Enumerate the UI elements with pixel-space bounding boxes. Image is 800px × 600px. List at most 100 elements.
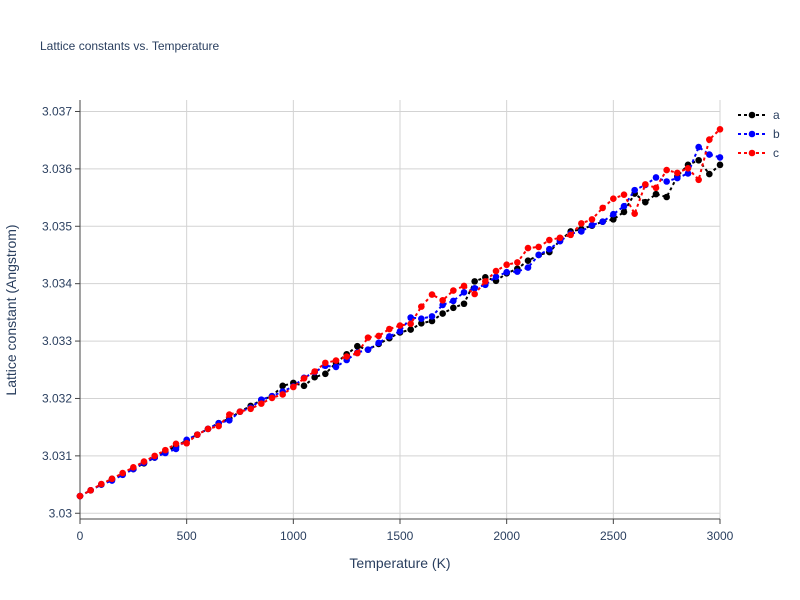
y-tick-label: 3.035 — [42, 219, 72, 233]
x-tick-label: 1500 — [387, 529, 414, 543]
data-point-a — [620, 208, 628, 216]
data-point-a — [450, 304, 457, 312]
data-point-c — [151, 452, 158, 460]
data-point-c — [108, 475, 116, 483]
data-point-c — [194, 431, 201, 438]
data-point-b — [674, 174, 681, 182]
data-point-b — [599, 218, 606, 225]
data-point-a — [439, 310, 446, 317]
data-point-c — [396, 322, 404, 329]
data-point-b — [375, 339, 382, 347]
data-point-b — [578, 228, 585, 235]
data-point-b — [418, 315, 425, 322]
data-point-c — [183, 439, 190, 447]
data-point-c — [247, 405, 254, 413]
data-point-c — [172, 440, 180, 448]
data-point-a — [471, 278, 478, 285]
data-point-b — [588, 221, 596, 229]
data-point-b — [610, 210, 617, 218]
legend[interactable]: abc — [738, 108, 780, 160]
data-point-c — [492, 267, 500, 275]
data-point-a — [716, 161, 724, 169]
data-point-c — [375, 332, 382, 340]
data-point-c — [258, 400, 265, 407]
legend-marker — [748, 111, 756, 119]
data-point-b — [386, 333, 393, 340]
data-point-c — [215, 422, 222, 430]
y-tick-label: 3.036 — [42, 162, 72, 176]
legend-label: a — [773, 108, 780, 122]
data-point-b — [706, 151, 713, 158]
data-point-c — [695, 176, 702, 184]
data-point-c — [300, 375, 308, 382]
data-point-b — [172, 445, 180, 453]
data-point-c — [599, 204, 606, 212]
data-point-b — [535, 251, 542, 259]
y-tick-label: 3.034 — [42, 277, 72, 291]
grid-layer — [79, 100, 721, 519]
data-point-b — [396, 328, 404, 335]
x-tick-label: 500 — [177, 529, 197, 543]
data-point-c — [119, 469, 126, 477]
data-point-c — [204, 425, 212, 433]
data-point-c — [546, 236, 553, 244]
data-point-c — [620, 191, 628, 199]
legend-item-a[interactable]: a — [738, 108, 780, 122]
data-point-c — [428, 291, 436, 298]
x-tick-label: 1000 — [280, 529, 307, 543]
y-tick-label: 3.032 — [42, 391, 72, 405]
data-point-b — [450, 297, 457, 305]
data-point-c — [439, 297, 446, 304]
data-point-b — [695, 143, 702, 151]
legend-item-b[interactable]: b — [738, 127, 780, 141]
data-point-c — [631, 210, 638, 217]
data-point-a — [524, 257, 532, 265]
data-point-c — [140, 458, 148, 465]
data-point-c — [535, 243, 542, 251]
data-point-c — [642, 181, 649, 188]
legend-marker — [748, 149, 756, 157]
data-point-c — [343, 353, 350, 360]
data-point-b — [364, 346, 372, 353]
y-tick-label: 3.037 — [42, 104, 72, 118]
data-point-a — [300, 382, 308, 390]
data-point-c — [279, 391, 286, 398]
y-tick-label: 3.033 — [42, 334, 72, 348]
data-point-a — [407, 326, 414, 333]
legend-label: c — [773, 146, 779, 160]
data-point-b — [524, 264, 532, 271]
data-point-c — [556, 234, 564, 242]
data-point-c — [354, 349, 361, 357]
data-point-b — [546, 245, 553, 253]
data-point-c — [332, 357, 340, 364]
data-point-a — [279, 382, 286, 390]
data-point-a — [418, 319, 425, 327]
y-tick-label: 3.031 — [42, 449, 72, 463]
data-point-c — [578, 220, 585, 227]
legend-item-c[interactable]: c — [738, 146, 779, 160]
data-point-c — [162, 446, 169, 454]
data-point-c — [716, 125, 724, 133]
data-point-c — [268, 394, 276, 402]
x-tick-label: 0 — [77, 529, 84, 543]
data-point-c — [524, 244, 532, 252]
legend-label: b — [773, 127, 780, 141]
y-axis-title: Lattice constant (Angstrom) — [3, 224, 19, 395]
data-point-b — [407, 314, 414, 321]
data-point-a — [460, 300, 468, 308]
data-point-c — [236, 408, 244, 415]
data-point-c — [652, 184, 660, 192]
data-point-a — [610, 216, 617, 223]
x-tick-label: 2000 — [493, 529, 520, 543]
data-point-c — [610, 195, 617, 203]
data-point-a — [652, 190, 660, 198]
data-point-b — [716, 154, 724, 161]
data-point-a — [322, 370, 329, 378]
x-axis-title: Temperature (K) — [349, 555, 450, 571]
data-point-b — [503, 268, 510, 276]
data-point-a — [428, 317, 436, 325]
data-point-c — [706, 136, 713, 143]
data-point-a — [695, 156, 702, 164]
